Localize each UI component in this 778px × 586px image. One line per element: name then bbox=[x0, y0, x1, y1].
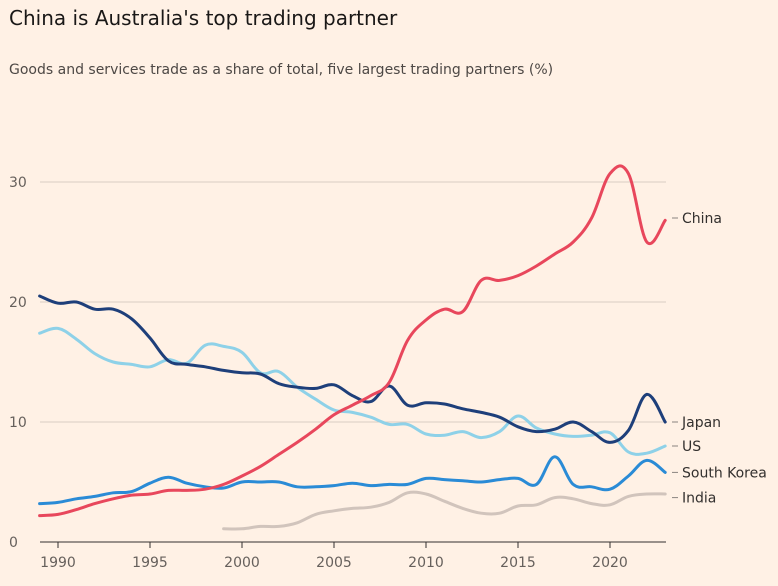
x-tick-label: 2005 bbox=[316, 555, 352, 571]
y-tick-label: 20 bbox=[9, 295, 27, 311]
gridlines bbox=[40, 181, 666, 543]
y-tick-label: 30 bbox=[9, 175, 27, 191]
y-tick-label: 0 bbox=[9, 535, 18, 551]
series-line-us bbox=[38, 326, 667, 456]
series-line-japan bbox=[38, 294, 667, 444]
series-label-china: China bbox=[682, 211, 722, 227]
series-label-japan: Japan bbox=[681, 415, 721, 431]
x-tick-label: 2000 bbox=[224, 555, 260, 571]
y-axis: 0 10 20 30 bbox=[9, 175, 27, 551]
chart-title: China is Australia's top trading partner bbox=[9, 6, 398, 30]
chart-subtitle: Goods and services trade as a share of t… bbox=[9, 62, 554, 78]
series-labels: China Japan US South Korea India bbox=[672, 211, 767, 507]
series-line-china bbox=[38, 164, 667, 518]
x-axis: 1990 1995 2000 2005 2010 2015 2020 bbox=[40, 542, 628, 571]
x-tick-label: 1995 bbox=[132, 555, 168, 571]
series-line-south-korea bbox=[38, 455, 667, 506]
series-line-india bbox=[222, 490, 667, 531]
x-tick-label: 1990 bbox=[40, 555, 76, 571]
y-tick-label: 10 bbox=[9, 415, 27, 431]
x-tick-label: 2015 bbox=[500, 555, 536, 571]
x-tick-label: 2020 bbox=[592, 555, 628, 571]
series-label-south-korea: South Korea bbox=[682, 465, 767, 481]
series-lines bbox=[38, 164, 667, 531]
series-label-us: US bbox=[682, 439, 701, 455]
series-label-india: India bbox=[682, 491, 716, 507]
x-tick-label: 2010 bbox=[408, 555, 444, 571]
